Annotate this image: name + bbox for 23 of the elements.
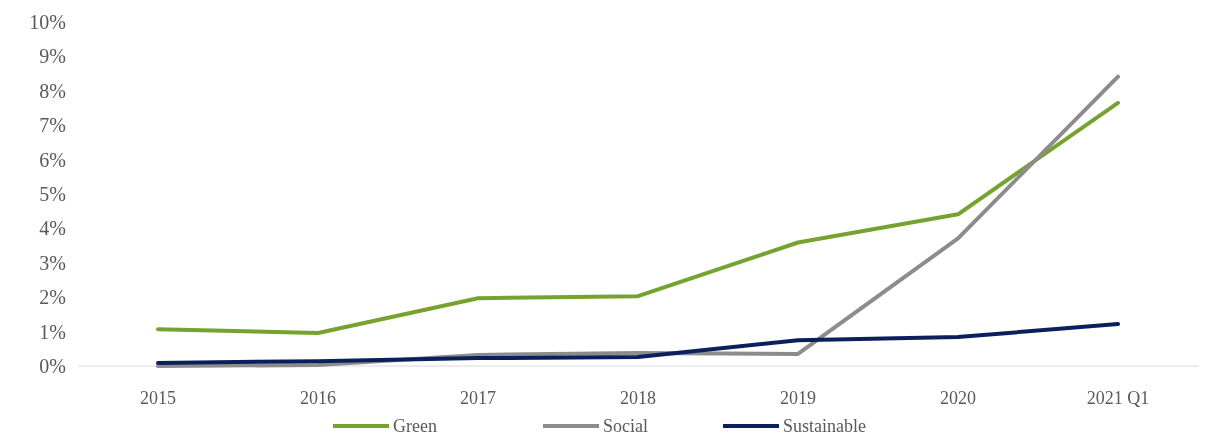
y-tick-label: 3% [39, 251, 66, 274]
line-series [156, 100, 1120, 335]
y-tick-label: 2% [39, 286, 66, 309]
y-tick-label: 4% [39, 217, 66, 240]
legend-label: Social [603, 416, 648, 436]
y-tick-label: 5% [39, 183, 66, 205]
x-tick-label: 2020 [940, 388, 976, 408]
legend-label: Sustainable [783, 416, 866, 436]
y-tick-label: 7% [39, 114, 66, 137]
y-tick-label: 8% [39, 79, 66, 102]
x-tick-label: 2015 [140, 388, 176, 408]
y-tick-label: 6% [39, 148, 66, 171]
y-tick-label: 0% [39, 355, 66, 377]
x-tick-label: 2021 Q1 [1086, 388, 1150, 408]
legend-label: Green [393, 416, 437, 436]
y-tick-label: 10% [29, 11, 66, 33]
line-series [156, 322, 1120, 365]
x-tick-label: 2016 [300, 388, 336, 408]
x-tick-label: 2018 [620, 388, 656, 408]
x-tick-label: 2017 [460, 388, 496, 408]
y-tick-label: 1% [39, 320, 66, 343]
y-tick-label: 9% [39, 45, 66, 68]
x-tick-label: 2019 [780, 388, 816, 408]
